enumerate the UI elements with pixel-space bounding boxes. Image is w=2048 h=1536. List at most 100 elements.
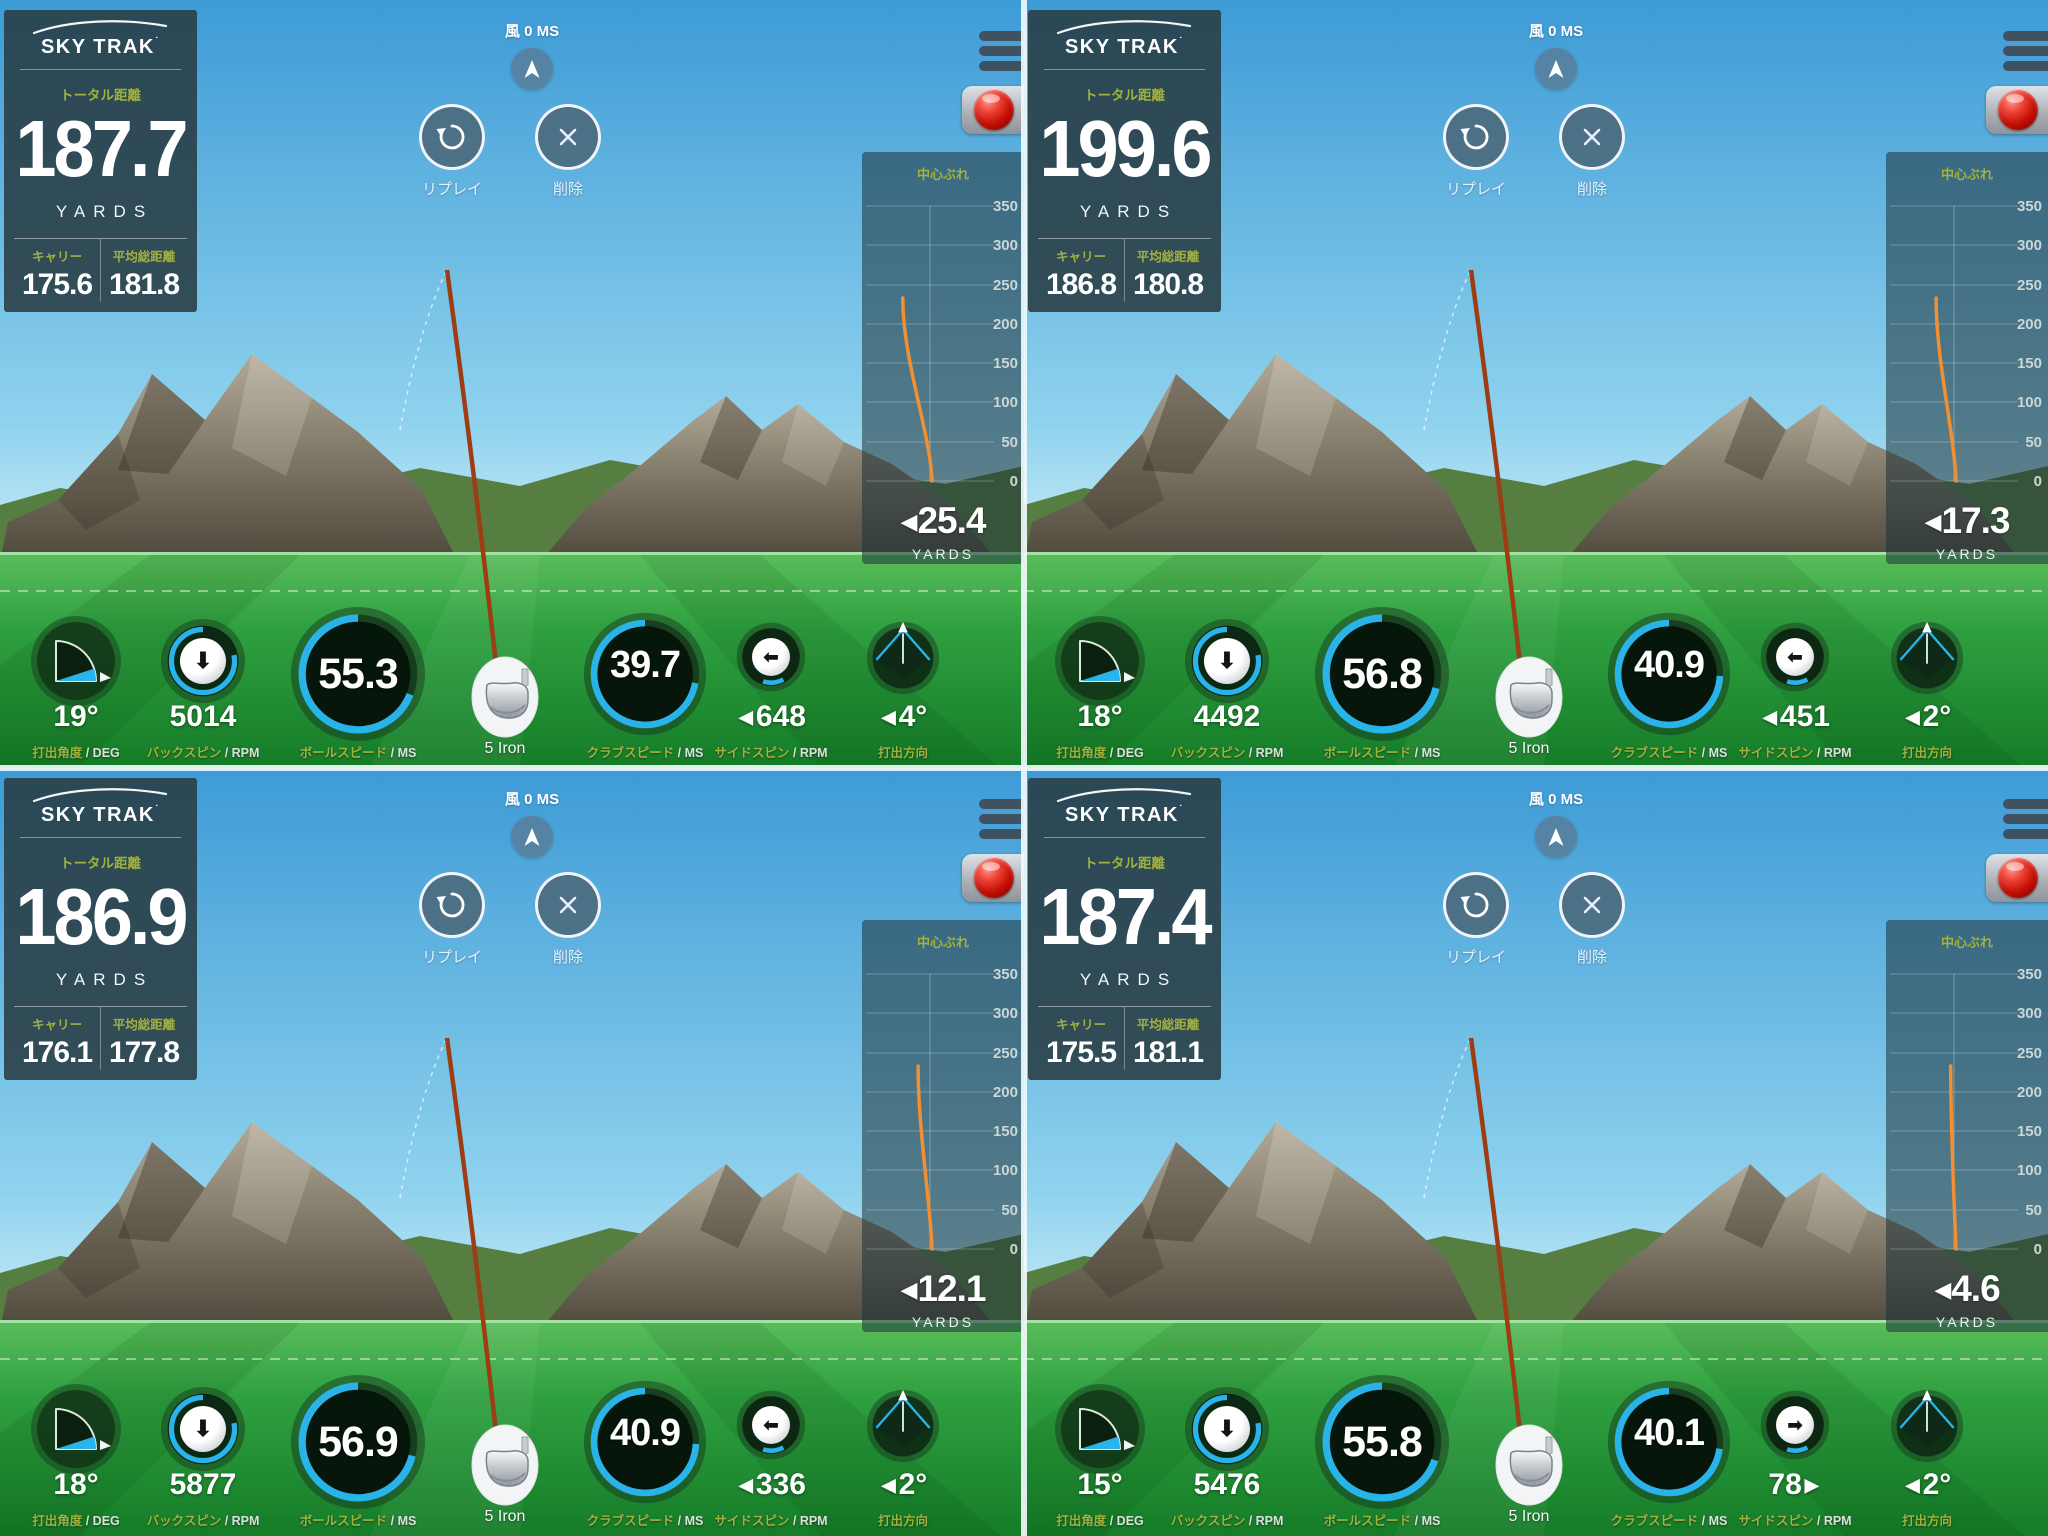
svg-text:350: 350 — [2017, 198, 2042, 215]
club-speed-label: クラブスピード / MS — [586, 746, 704, 760]
delete-button[interactable] — [1559, 104, 1625, 170]
menu-button[interactable] — [2003, 799, 2048, 844]
club-speed-arc — [1614, 619, 1724, 729]
delete-button[interactable] — [535, 872, 601, 938]
record-button[interactable] — [962, 854, 1024, 902]
trajectory-ascent-trace — [399, 1037, 448, 1199]
replay-button[interactable] — [419, 104, 485, 170]
record-light-icon — [1998, 858, 2038, 898]
svg-text:0: 0 — [2034, 1241, 2042, 1258]
wind-label: 風 0 MS — [504, 23, 560, 40]
avg-total-stat: 平均総距離 181.1 — [1125, 1006, 1211, 1070]
avg-total-label: 平均総距離 — [112, 1018, 176, 1032]
deviation-readout: ◀12.1 — [862, 1268, 1024, 1310]
side-spin-icon: ⬅ — [736, 622, 806, 692]
side-spin-gauge: ⬅ ◀ 648 サイドスピン / RPM — [711, 600, 831, 768]
wind-indicator: 風 0 MS — [472, 788, 592, 858]
replay-icon — [1460, 892, 1489, 918]
back-spin-value: 5014 — [169, 700, 237, 733]
avg-total-label: 平均総距離 — [112, 250, 176, 264]
shot-actions: リプレイ 削除 — [1443, 104, 1625, 199]
hamburger-icon — [2003, 46, 2048, 56]
skytrak-logo: SKY TRAK˙ — [1064, 36, 1185, 58]
svg-text:300: 300 — [993, 237, 1018, 254]
direction-left-arrow-icon: ◀ — [1905, 707, 1920, 727]
club-speed-arc — [590, 619, 700, 729]
ball-speed-arc — [1322, 1382, 1442, 1502]
club-indicator: 5 Iron — [1469, 1368, 1589, 1536]
delete-button[interactable] — [535, 104, 601, 170]
deviation-left-arrow-icon: ◀ — [900, 1277, 918, 1302]
golf-ball-left-arrow-icon: ⬅ — [763, 646, 779, 667]
club-speed-gauge: 40.1 クラブスピード / MS — [1607, 1368, 1731, 1536]
wind-direction-button[interactable] — [1535, 48, 1577, 90]
replay-action: リプレイ — [1443, 104, 1509, 199]
back-spin-icon: ⬇ — [160, 1386, 246, 1472]
center-deviation-panel: 中心ぶれ 350 300 250 200 150 100 50 0 ◀4.6 Y… — [1886, 920, 2048, 1332]
menu-button[interactable] — [979, 799, 1024, 844]
replay-icon — [436, 892, 465, 918]
record-button[interactable] — [1986, 86, 2048, 134]
svg-text:350: 350 — [993, 198, 1018, 215]
club-label: 5 Iron — [484, 1508, 526, 1525]
wind-direction-button[interactable] — [511, 816, 553, 858]
club-speed-arc — [590, 1387, 700, 1497]
delete-button[interactable] — [1559, 872, 1625, 938]
skytrak-logo: SKY TRAK˙ — [40, 804, 161, 826]
svg-text:0: 0 — [1010, 1241, 1018, 1258]
side-spin-icon: ➡ — [1760, 1390, 1830, 1460]
shot-data-bar: 18° 打出角度 / DEG ⬇ 5877 バックスピン / RPM — [0, 1368, 1024, 1536]
club-indicator: 5 Iron — [445, 1368, 565, 1536]
record-button[interactable] — [962, 86, 1024, 134]
svg-text:200: 200 — [993, 1084, 1018, 1101]
svg-text:150: 150 — [2017, 1123, 2042, 1140]
replay-button[interactable] — [419, 872, 485, 938]
iron-club-icon — [1495, 1424, 1563, 1506]
club-label: 5 Iron — [1508, 1508, 1550, 1525]
launch-direction-label: 打出方向 — [1901, 1514, 1952, 1528]
menu-button[interactable] — [979, 31, 1024, 76]
side-spin-label: サイドスピン / RPM — [714, 1514, 828, 1528]
ball-speed-gauge: 56.8 ボールスピード / MS — [1312, 600, 1452, 768]
replay-button[interactable] — [1443, 104, 1509, 170]
ball-speed-dial-icon — [290, 606, 426, 742]
side-spin-gauge: ➡ 78 ▶ サイドスピン / RPM — [1735, 1368, 1855, 1536]
launch-direction-gauge: ◀ 2° 打出方向 — [1867, 1368, 1987, 1536]
skytrak-logo: SKY TRAK˙ — [40, 36, 161, 58]
carry-avg-row: キャリー 186.8 平均総距離 180.8 — [1038, 238, 1211, 302]
delete-icon — [1583, 128, 1601, 146]
avg-total-stat: 平均総距離 177.8 — [101, 1006, 187, 1070]
launch-angle-value: 19° — [53, 700, 99, 733]
svg-text:350: 350 — [993, 966, 1018, 983]
yards-unit: YARDS — [55, 970, 154, 989]
club-indicator: 5 Iron — [1469, 600, 1589, 768]
wind-direction-button[interactable] — [511, 48, 553, 90]
deviation-scale: 350 300 250 200 150 100 50 0 — [866, 966, 1018, 1258]
total-distance-label: トータル距離 — [1084, 88, 1165, 103]
wind-direction-button[interactable] — [1535, 816, 1577, 858]
shot-stats-panel: SKY TRAK˙ トータル距離 187.4 YARDS キャリー 175.5 … — [1028, 778, 1221, 1080]
club-speed-dial-icon — [1607, 1380, 1731, 1504]
shot-view-quadrant: SKY TRAK˙ トータル距離 186.9 YARDS キャリー 176.1 … — [0, 768, 1024, 1536]
total-distance-value: 199.6 — [1039, 103, 1212, 194]
club-speed-gauge: 40.9 クラブスピード / MS — [583, 1368, 707, 1536]
record-light-icon — [974, 90, 1014, 130]
back-spin-gauge: ⬇ 5877 バックスピン / RPM — [143, 1368, 263, 1536]
replay-button[interactable] — [1443, 872, 1509, 938]
ball-speed-label: ボールスピード / MS — [299, 746, 417, 760]
hamburger-icon — [979, 46, 1024, 56]
carry-avg-row: キャリー 175.5 平均総距離 181.1 — [1038, 1006, 1211, 1070]
hamburger-icon — [979, 61, 1024, 71]
replay-action: リプレイ — [1443, 872, 1509, 967]
wind-indicator: 風 0 MS — [472, 20, 592, 90]
svg-text:200: 200 — [2017, 1084, 2042, 1101]
carry-label: キャリー — [1055, 250, 1106, 264]
golf-ball-down-arrow-icon: ⬇ — [1204, 638, 1250, 684]
north-arrow-icon — [1548, 60, 1564, 78]
svg-text:150: 150 — [993, 355, 1018, 372]
club-speed-dial-icon — [1607, 612, 1731, 736]
record-button[interactable] — [1986, 854, 2048, 902]
menu-button[interactable] — [2003, 31, 2048, 76]
launch-angle-icon — [1055, 1384, 1145, 1474]
shot-view-quadrant: SKY TRAK˙ トータル距離 199.6 YARDS キャリー 186.8 … — [1024, 0, 2048, 768]
